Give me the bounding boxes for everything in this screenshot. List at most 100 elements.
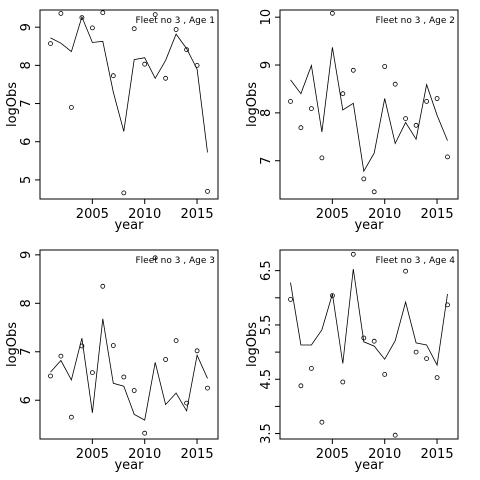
plot-frame — [39, 249, 219, 440]
observed-point — [152, 12, 158, 18]
observed-point — [424, 356, 430, 362]
observed-point — [58, 353, 64, 359]
observed-point — [288, 99, 293, 104]
observed-point — [79, 15, 85, 21]
observed-point — [319, 155, 325, 161]
observed-point — [361, 335, 367, 341]
observed-point — [445, 302, 450, 308]
observed-point — [319, 419, 325, 425]
y-tick-label: 10 — [259, 9, 274, 26]
observed-point — [69, 414, 74, 420]
observed-point — [434, 96, 440, 101]
observed-point — [100, 283, 106, 289]
x-axis-label: year — [114, 458, 144, 473]
y-tick-label: 8 — [19, 61, 34, 69]
y-tick-label: 9 — [19, 23, 34, 31]
fitted-line — [50, 15, 208, 153]
x-tick-label: 2010 — [128, 447, 161, 462]
observed-point — [308, 106, 314, 111]
observed-point — [79, 343, 85, 349]
observed-point — [340, 91, 346, 97]
x-tick-label: 2005 — [76, 207, 109, 222]
y-tick-label: 3.5 — [259, 423, 274, 444]
observed-point — [121, 190, 127, 196]
chart-panel-4: 2005 2010 2015 year 3.5 4.5 5.5 6.5 logObs Fleet … — [245, 249, 459, 473]
observed-point — [163, 357, 169, 362]
observed-point — [90, 25, 95, 31]
observed-point — [445, 154, 450, 160]
observed-point — [298, 125, 304, 131]
panel-title: Fleet no 3 , Age 4 — [375, 256, 455, 266]
observed-point — [194, 63, 200, 68]
panel-title: Fleet no 3 , Age 3 — [135, 256, 215, 266]
observed-point — [205, 188, 210, 194]
x-tick-label: 2015 — [421, 447, 454, 462]
x-axis-label: year — [114, 218, 144, 233]
observed-point — [110, 343, 116, 348]
y-tick-label: 6 — [19, 396, 34, 404]
plot-frame — [279, 249, 459, 440]
x-tick-label: 2015 — [421, 207, 454, 222]
observed-point — [350, 67, 356, 73]
y-tick-label: 7 — [19, 348, 34, 356]
observed-point — [110, 73, 116, 79]
y-tick-label: 9 — [259, 61, 274, 69]
x-tick-label: 2005 — [76, 447, 109, 462]
observed-point — [142, 430, 148, 436]
y-tick-label: 8 — [19, 299, 34, 307]
chart-panel-2: 2005 2010 2015 year 7 8 9 10 logObs Fleet no 3 , … — [245, 9, 459, 233]
fitted-line — [290, 268, 448, 367]
plot-frame — [279, 9, 459, 200]
observed-point — [48, 373, 53, 379]
observed-point — [382, 64, 388, 69]
y-axis-label: logObs — [245, 82, 260, 127]
observed-point — [69, 105, 74, 110]
observed-point — [413, 349, 419, 355]
y-tick-label: 7 — [259, 157, 274, 165]
observed-point — [184, 47, 190, 53]
y-tick-label: 7 — [19, 99, 34, 107]
observed-point — [298, 383, 304, 389]
y-axis-label: logObs — [245, 322, 260, 367]
y-tick-label: 8 — [259, 109, 274, 117]
observed-point — [142, 61, 148, 67]
observed-point — [340, 379, 346, 385]
observed-point — [392, 81, 398, 87]
fitted-line — [50, 318, 208, 421]
x-tick-label: 2005 — [316, 447, 349, 462]
panel-title: Fleet no 3 , Age 1 — [135, 16, 215, 26]
observed-point — [184, 400, 190, 406]
chart-panel-1: 2005 2010 2015 year 5 6 7 8 9 logObs Fleet no 3 , … — [5, 9, 219, 233]
observed-point — [131, 388, 137, 393]
observed-point — [382, 371, 388, 377]
x-axis-label: year — [354, 458, 384, 473]
observed-point — [173, 27, 179, 32]
y-tick-label: 5 — [19, 176, 34, 184]
observed-point — [403, 268, 409, 274]
x-tick-label: 2010 — [368, 207, 401, 222]
observed-point — [329, 10, 335, 16]
observed-point — [90, 370, 95, 376]
observed-point — [288, 296, 293, 302]
observed-point — [121, 374, 127, 380]
plot-frame — [39, 9, 219, 200]
chart-panel-3: 2005 2010 2015 year 6 7 8 9 logObs Fleet no 3 , A… — [5, 249, 219, 473]
observed-point — [371, 189, 377, 195]
observed-point — [350, 251, 356, 257]
y-tick-label: 6.5 — [259, 260, 274, 281]
observed-point — [100, 10, 106, 16]
observed-point — [173, 338, 179, 344]
x-tick-label: 2010 — [128, 207, 161, 222]
observed-point — [403, 116, 409, 121]
observed-point — [48, 41, 53, 46]
y-tick-label: 5.5 — [259, 315, 274, 336]
y-axis-label: logObs — [5, 322, 20, 367]
observed-point — [392, 432, 398, 438]
y-tick-label: 4.5 — [259, 369, 274, 390]
observed-point — [58, 10, 64, 16]
observed-point — [413, 122, 419, 128]
observed-point — [205, 385, 210, 391]
x-tick-label: 2015 — [181, 447, 214, 462]
observed-point — [194, 348, 200, 354]
